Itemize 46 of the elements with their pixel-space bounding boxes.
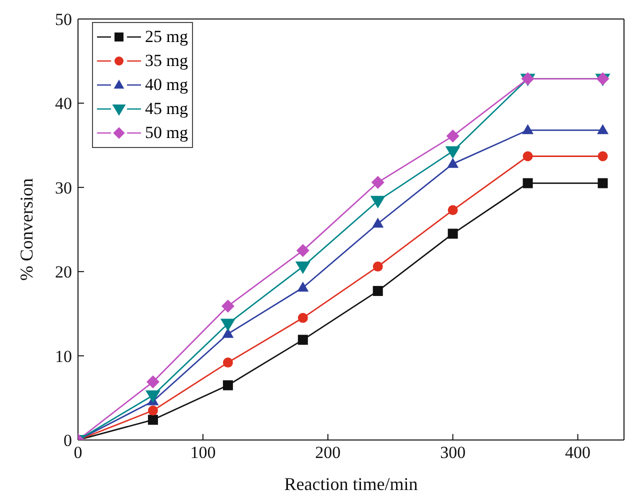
point [448,228,458,239]
y-tick-label: 10 [55,346,72,366]
legend-label: 40 mg [145,75,188,95]
point [145,390,160,403]
y-tick-label: 30 [55,178,72,198]
point [296,244,310,258]
point [598,178,608,188]
x-tick-label: 300 [440,443,466,462]
y-tick-label: 50 [55,10,72,30]
point [370,196,386,208]
x-axis-title: Reaction time/min [284,474,418,494]
point [448,205,458,216]
y-tick-label: 0 [64,431,72,450]
legend-label: 50 mg [145,123,188,143]
point [222,380,233,390]
x-tick-label: 200 [315,443,341,462]
point [298,312,308,323]
point [372,286,383,296]
legend-label: 25 mg [145,27,188,47]
x-tick-label: 400 [565,443,591,462]
point [446,130,460,143]
point [597,124,609,134]
x-tick-label: 100 [190,443,216,462]
point [522,124,534,134]
point [222,358,233,368]
y-tick-label: 20 [55,262,72,282]
point [522,151,533,162]
point [220,318,236,332]
point [522,178,533,188]
point [148,406,158,416]
point [372,218,384,228]
y-tick-label: 40 [55,94,72,114]
legend-label: 45 mg [145,99,188,119]
point [148,414,158,425]
y-axis-title: % Conversion [16,178,36,281]
point [297,282,309,292]
point [598,151,608,162]
point [295,262,310,274]
legend-label: 35 mg [145,51,188,71]
point [298,334,308,345]
point [221,300,234,313]
point [447,158,459,168]
point [372,262,383,272]
point [445,146,460,159]
point [371,176,384,189]
point [146,375,160,388]
